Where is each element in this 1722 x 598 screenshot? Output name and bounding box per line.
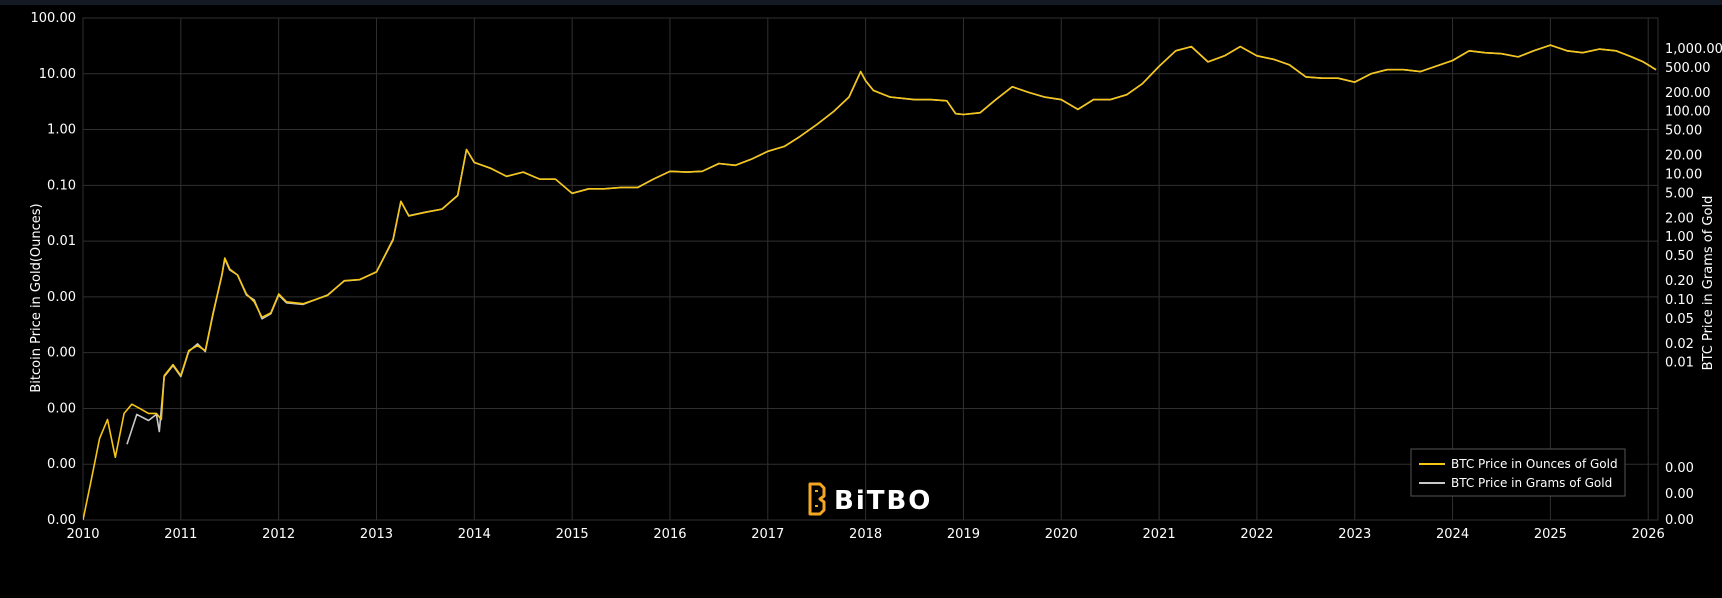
right-y-tick-label: 0.00: [1665, 487, 1694, 502]
x-tick-label: 2018: [849, 527, 882, 542]
x-tick-label: 2025: [1534, 527, 1567, 542]
left-y-tick-label: 0.00: [47, 290, 76, 305]
plot-frame: [82, 17, 1659, 521]
right-y-tick-label: 0.02: [1665, 337, 1694, 352]
right-y-tick-label: 0.10: [1665, 293, 1694, 308]
x-tick-label: 2017: [751, 527, 784, 542]
right-y-tick-label: 0.00: [1665, 461, 1694, 476]
x-tick-label: 2010: [66, 527, 99, 542]
left-y-tick-label: 0.01: [47, 234, 76, 249]
right-y-tick-label: 10.00: [1665, 167, 1702, 182]
series-line-ounces: [83, 44, 1657, 520]
right-y-tick-label: 500.00: [1665, 61, 1711, 76]
x-tick-label: 2016: [653, 527, 686, 542]
x-tick-label: 2022: [1240, 527, 1273, 542]
right-y-tick-label: 50.00: [1665, 124, 1702, 139]
left-y-tick-label: 0.10: [47, 178, 76, 193]
right-y-tick-label: 1,000.00: [1665, 42, 1722, 57]
x-tick-label: 2024: [1436, 527, 1469, 542]
right-y-tick-label: 20.00: [1665, 149, 1702, 164]
left-y-axis-title: Bitcoin Price in Gold(Ounces): [29, 203, 44, 392]
x-tick-label: 2015: [556, 527, 589, 542]
bitbo-logo-icon: [808, 482, 826, 516]
legend-label-grams: BTC Price in Grams of Gold: [1451, 476, 1612, 490]
x-tick-label: 2013: [360, 527, 393, 542]
right-y-tick-label: 0.05: [1665, 312, 1694, 327]
right-y-axis-title: BTC Price in Grams of Gold: [1701, 196, 1716, 371]
left-y-tick-label: 10.00: [39, 67, 76, 82]
right-y-tick-label: 2.00: [1665, 211, 1694, 226]
x-tick-label: 2019: [947, 527, 980, 542]
x-tick-label: 2011: [164, 527, 197, 542]
right-y-tick-label: 1.00: [1665, 230, 1694, 245]
right-y-axis: 0.01 0.02 0.05 0.10 0.20 0.50 1.00 2.00 5.00 10.0…: [1665, 42, 1722, 528]
legend-box: [1410, 448, 1626, 497]
brand-watermark: BiTBO: [808, 482, 932, 516]
series-line-grams: [126, 44, 1657, 445]
left-y-tick-label: 1.00: [47, 123, 76, 138]
left-y-tick-label: 0.00: [47, 401, 76, 416]
legend: BTC Price in Ounces of Gold BTC Price in…: [1410, 448, 1626, 497]
top-strip: [0, 0, 1722, 5]
right-y-tick-label: 0.50: [1665, 249, 1694, 264]
x-tick-label: 2026: [1632, 527, 1665, 542]
left-y-tick-label: 100.00: [31, 11, 77, 26]
brand-name: BiTBO: [834, 486, 932, 516]
left-y-tick-label: 0.00: [47, 346, 76, 361]
right-y-tick-label: 0.01: [1665, 356, 1694, 371]
x-tick-label: 2014: [458, 527, 491, 542]
right-y-tick-label: 100.00: [1665, 105, 1711, 120]
legend-label-ounces: BTC Price in Ounces of Gold: [1451, 457, 1618, 471]
x-tick-label: 2021: [1143, 527, 1176, 542]
left-y-tick-label: 0.00: [47, 513, 76, 528]
left-y-tick-label: 0.00: [47, 457, 76, 472]
right-y-tick-label: 0.20: [1665, 274, 1694, 289]
right-y-tick-label: 0.00: [1665, 513, 1694, 528]
grid: [82, 17, 1659, 521]
right-y-tick-label: 5.00: [1665, 186, 1694, 201]
right-y-tick-label: 200.00: [1665, 86, 1711, 101]
x-axis: 2010 2011 2012 2013 2014 2015 2016 2017 2018 2019…: [66, 527, 1664, 542]
x-tick-label: 2023: [1338, 527, 1371, 542]
x-tick-label: 2020: [1045, 527, 1078, 542]
x-tick-label: 2012: [262, 527, 295, 542]
left-y-axis: 0.00 0.00 0.00 0.00 0.00 0.01 0.10 1.00 10.00 100…: [31, 11, 77, 528]
series-layer: [83, 44, 1657, 520]
